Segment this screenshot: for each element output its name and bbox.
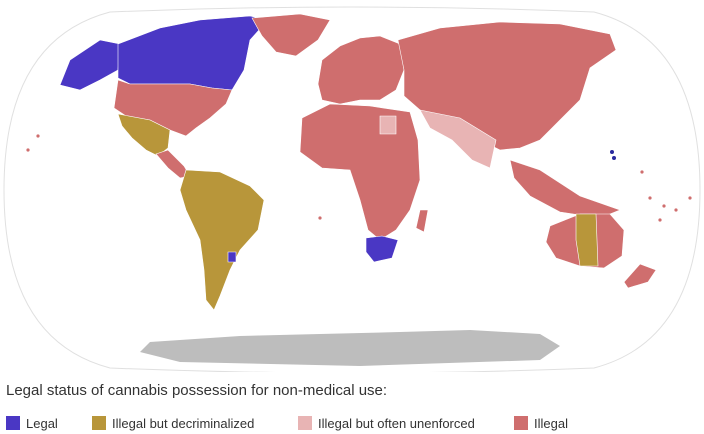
region-australia-decriminalized: [575, 213, 599, 267]
legend-title: Legal status of cannabis possession for …: [6, 382, 388, 399]
region-south-africa: [365, 235, 399, 263]
region-india: [419, 109, 497, 169]
legend-label-decriminalized: Illegal but decriminalized: [112, 415, 255, 431]
region-egypt: [379, 115, 397, 135]
legend-swatch-unenforced: [298, 416, 312, 430]
legend-swatch-decriminalized: [92, 416, 106, 430]
legend-swatch-legal: [6, 416, 20, 430]
region-uruguay: [227, 251, 237, 263]
region-south-america: [179, 169, 265, 311]
world-map-svg: [3, 6, 701, 372]
legend-item-unenforced: Illegal but often unenforced: [298, 414, 475, 432]
legend: Legal Illegal but decriminalized Illegal…: [0, 414, 704, 434]
region-europe: [317, 35, 405, 105]
legend-label-unenforced: Illegal but often unenforced: [318, 415, 475, 431]
region-greenland: [251, 13, 331, 57]
world-map: [3, 6, 701, 372]
region-alaska: [59, 39, 121, 91]
legend-item-legal: Legal: [6, 414, 58, 432]
region-new-zealand: [623, 263, 657, 289]
legend-item-illegal: Illegal: [514, 414, 568, 432]
legend-label-legal: Legal: [26, 415, 58, 431]
legend-label-illegal: Illegal: [534, 415, 568, 431]
region-antarctica: [140, 330, 560, 366]
region-madagascar: [415, 209, 429, 233]
legend-item-decriminalized: Illegal but decriminalized: [92, 414, 254, 432]
region-africa: [299, 103, 421, 241]
island-dots: [26, 134, 692, 222]
legend-swatch-illegal: [514, 416, 528, 430]
